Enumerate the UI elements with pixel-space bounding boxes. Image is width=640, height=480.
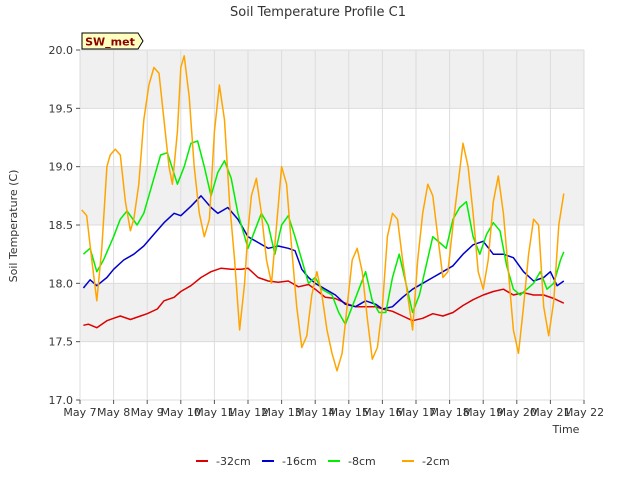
site-badge-shape <box>81 32 144 50</box>
x-tick-label: May 8 <box>97 406 130 419</box>
y-axis-label: Soil Temperature (C) <box>7 170 20 283</box>
x-tick-label: May 11 <box>194 406 234 419</box>
x-tick-label: May 10 <box>161 406 201 419</box>
y-tick-label: 18.5 <box>49 219 74 232</box>
x-axis-label: Time <box>552 423 580 436</box>
y-tick-label: 17.5 <box>49 336 74 349</box>
y-axis-ticks: 17.0 17.5 18.0 18.5 19.0 19.5 20.0 <box>49 44 80 407</box>
site-badge: SW_met <box>81 32 144 50</box>
x-tick-label: May 14 <box>295 406 335 419</box>
x-tick-label: May 21 <box>530 406 570 419</box>
y-tick-label: 20.0 <box>49 44 74 57</box>
x-tick-label: May 18 <box>429 406 469 419</box>
series-line-neg16cm <box>82 195 565 310</box>
series-line-neg8cm <box>82 140 565 325</box>
legend-label: -8cm <box>348 455 376 468</box>
x-tick-label: May 15 <box>329 406 369 419</box>
plot-band <box>80 50 584 109</box>
x-tick-label: May 12 <box>228 406 268 419</box>
x-tick-label: May 9 <box>131 406 164 419</box>
legend-label: -2cm <box>422 455 450 468</box>
plot-band <box>80 108 584 167</box>
x-tick-label: May 17 <box>396 406 436 419</box>
y-tick-label: 18.0 <box>49 277 74 290</box>
series-lines <box>81 55 565 372</box>
y-tick-label: 17.0 <box>49 394 74 407</box>
y-tick-label: 19.5 <box>49 102 74 115</box>
site-badge-text: SW_met <box>85 36 135 49</box>
x-tick-label: May 19 <box>463 406 503 419</box>
x-tick-label: May 7 <box>63 406 96 419</box>
chart-title: Soil Temperature Profile C1 <box>230 5 406 20</box>
x-tick-label: May 20 <box>497 406 537 419</box>
x-tick-label: May 13 <box>261 406 301 419</box>
legend: -32cm -16cm -8cm -2cm <box>196 455 450 468</box>
plot-band <box>80 166 584 225</box>
series-line-neg2cm <box>81 55 565 372</box>
x-tick-label: May 22 <box>564 406 604 419</box>
legend-label: -16cm <box>282 455 317 468</box>
y-tick-label: 19.0 <box>49 161 74 174</box>
legend-label: -32cm <box>216 455 251 468</box>
x-tick-label: May 16 <box>362 406 402 419</box>
series-line-neg32cm <box>83 267 565 329</box>
